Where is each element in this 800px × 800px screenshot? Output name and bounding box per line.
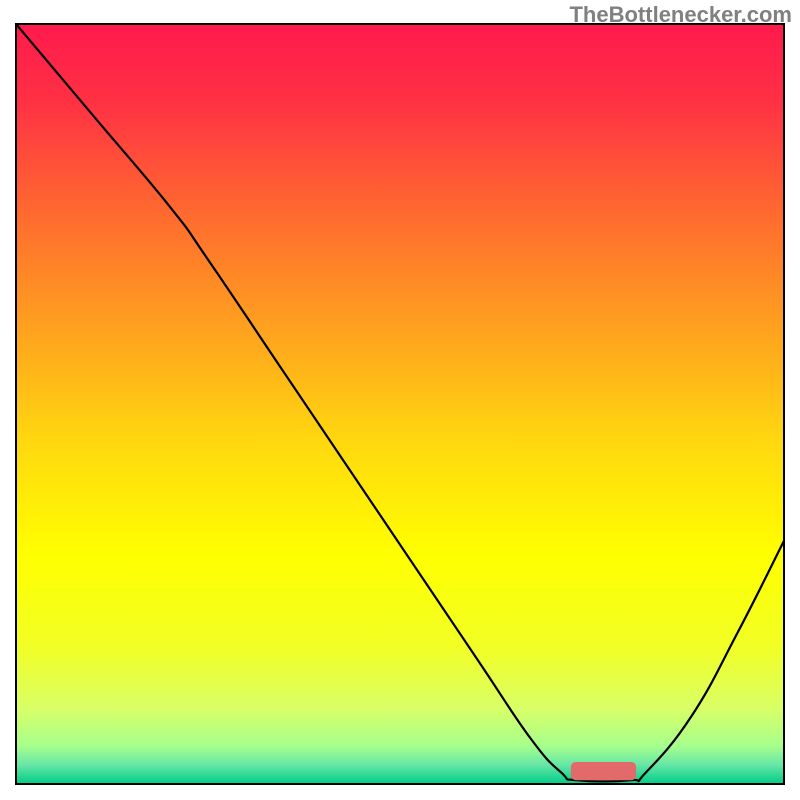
watermark-text: TheBottlenecker.com (569, 2, 792, 28)
bottleneck-chart (0, 0, 800, 800)
chart-container: { "watermark": { "text": "TheBottlenecke… (0, 0, 800, 800)
